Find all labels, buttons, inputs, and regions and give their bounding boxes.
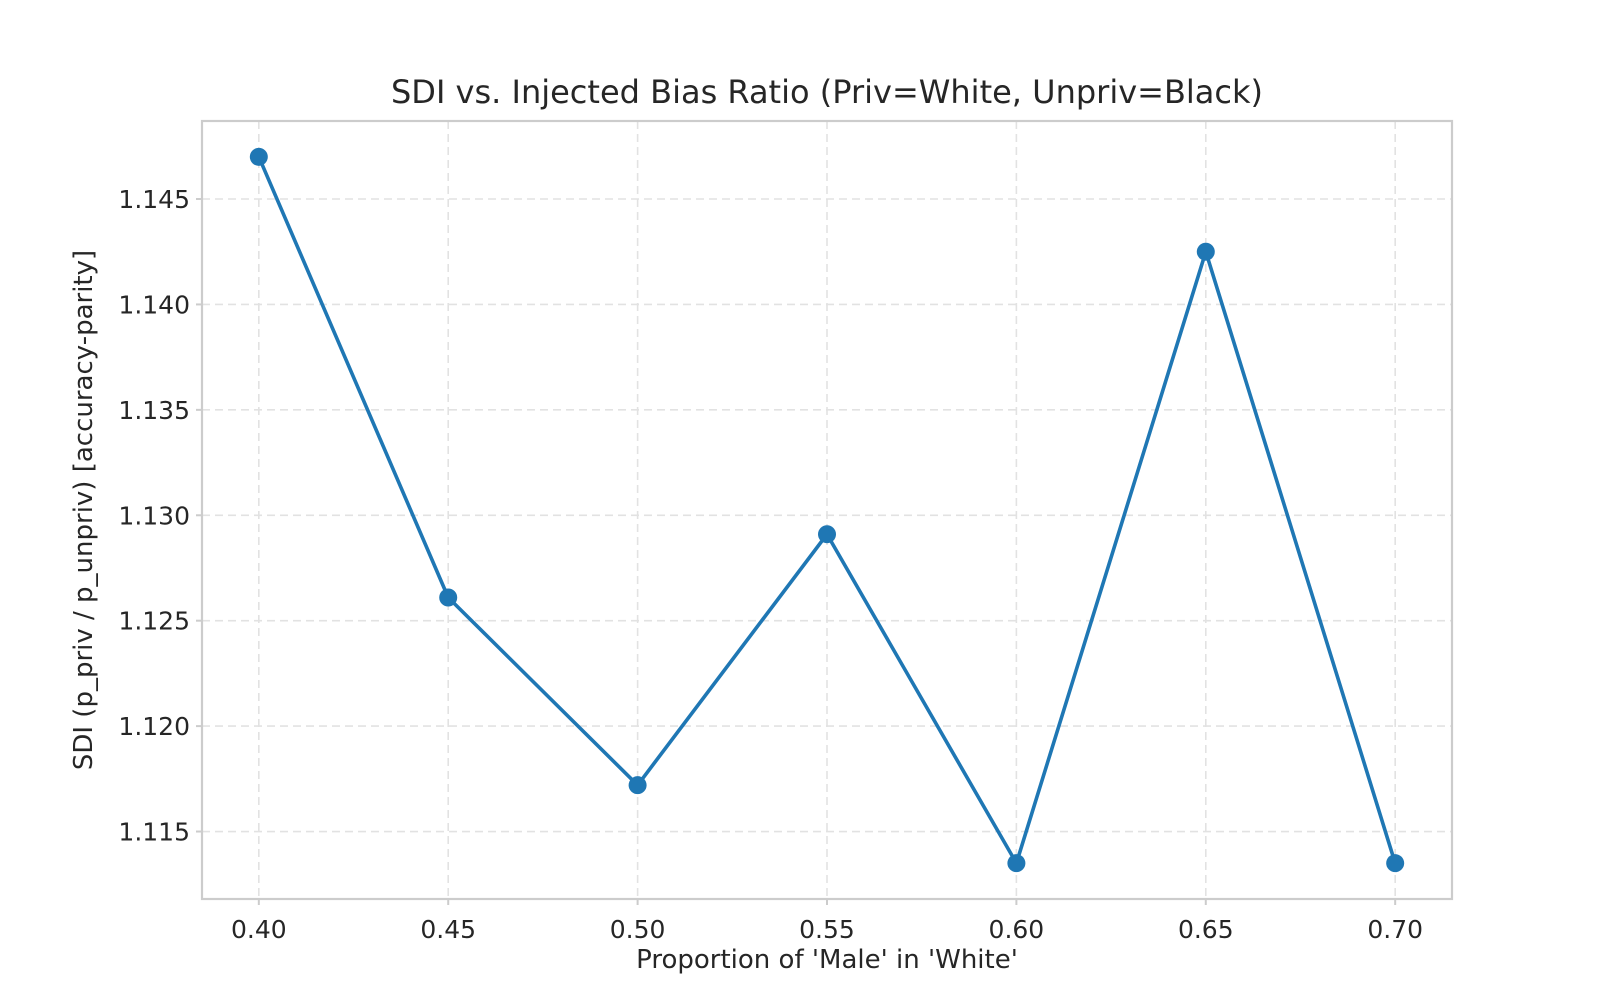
y-tick-label: 1.140 bbox=[118, 290, 190, 319]
data-point bbox=[628, 776, 647, 795]
y-tick-label: 1.125 bbox=[118, 607, 190, 636]
data-point bbox=[818, 525, 836, 544]
x-tick-label: 0.45 bbox=[420, 915, 476, 944]
chart-title: SDI vs. Injected Bias Ratio (Priv=White,… bbox=[391, 73, 1263, 111]
y-tick-label: 1.130 bbox=[118, 501, 190, 530]
data-point bbox=[1007, 854, 1026, 873]
data-point bbox=[439, 588, 458, 607]
x-tick-label: 0.40 bbox=[231, 915, 287, 944]
data-point bbox=[249, 147, 268, 166]
data-point bbox=[1386, 854, 1405, 873]
x-tick-label: 0.70 bbox=[1367, 915, 1423, 944]
x-tick-label: 0.60 bbox=[989, 915, 1045, 944]
x-tick-label: 0.50 bbox=[610, 915, 666, 944]
y-tick-label: 1.115 bbox=[118, 818, 190, 847]
data-point bbox=[1196, 242, 1215, 261]
y-tick-label: 1.135 bbox=[118, 396, 190, 425]
y-tick-label: 1.145 bbox=[118, 185, 190, 214]
grid-layer bbox=[202, 121, 1452, 899]
x-tick-label: 0.55 bbox=[799, 915, 855, 944]
y-tick-label: 1.120 bbox=[118, 712, 190, 741]
y-axis-label: SDI (p_priv / p_unpriv) [accuracy-parity… bbox=[69, 250, 99, 770]
x-axis-label: Proportion of 'Male' in 'White' bbox=[636, 945, 1018, 975]
x-tick-label: 0.65 bbox=[1178, 915, 1234, 944]
series-layer bbox=[249, 147, 1405, 873]
tick-layer: 0.40 0.45 0.50 0.55 0.60 0.65 0.70 1.115 1.120 1.… bbox=[118, 185, 1423, 944]
plot-frame bbox=[200, 119, 1454, 901]
series-line bbox=[257, 156, 1397, 865]
